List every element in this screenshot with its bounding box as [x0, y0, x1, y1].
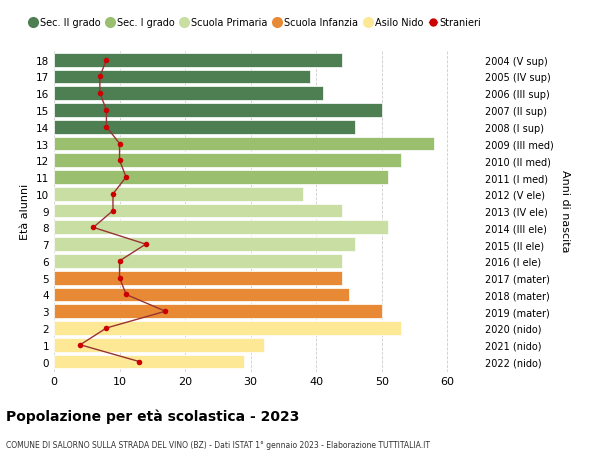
Bar [54, 271, 343, 285]
Point [161, 308, 170, 315]
Point [89, 224, 98, 231]
Y-axis label: Età alunni: Età alunni [20, 183, 31, 239]
Point [95, 73, 104, 81]
Point [95, 90, 104, 98]
Bar [54, 321, 401, 335]
Point [134, 358, 144, 365]
Point [115, 157, 124, 165]
Point [121, 174, 131, 181]
Bar [54, 171, 388, 185]
Bar [54, 221, 388, 235]
Point [108, 191, 118, 198]
Bar [54, 355, 244, 369]
Point [115, 257, 124, 265]
Point [101, 124, 111, 131]
Point [121, 291, 131, 298]
Point [101, 325, 111, 332]
Bar [54, 204, 343, 218]
Point [141, 241, 151, 248]
Text: Popolazione per età scolastica - 2023: Popolazione per età scolastica - 2023 [6, 409, 299, 423]
Point [101, 57, 111, 64]
Bar [54, 87, 323, 101]
Point [76, 341, 85, 349]
Bar [54, 54, 343, 67]
Bar [54, 305, 382, 319]
Bar [54, 154, 401, 168]
Point [108, 207, 118, 215]
Bar [54, 238, 355, 252]
Bar [54, 104, 382, 118]
Bar [54, 137, 434, 151]
Point [115, 140, 124, 148]
Bar [54, 70, 310, 84]
Bar [54, 288, 349, 302]
Bar [54, 254, 343, 268]
Point [101, 107, 111, 114]
Bar [54, 121, 355, 134]
Text: COMUNE DI SALORNO SULLA STRADA DEL VINO (BZ) - Dati ISTAT 1° gennaio 2023 - Elab: COMUNE DI SALORNO SULLA STRADA DEL VINO … [6, 441, 430, 449]
Legend: Sec. II grado, Sec. I grado, Scuola Primaria, Scuola Infanzia, Asilo Nido, Stran: Sec. II grado, Sec. I grado, Scuola Prim… [29, 18, 481, 28]
Y-axis label: Anni di nascita: Anni di nascita [560, 170, 570, 252]
Bar [54, 188, 303, 201]
Point [115, 274, 124, 282]
Bar [54, 338, 264, 352]
